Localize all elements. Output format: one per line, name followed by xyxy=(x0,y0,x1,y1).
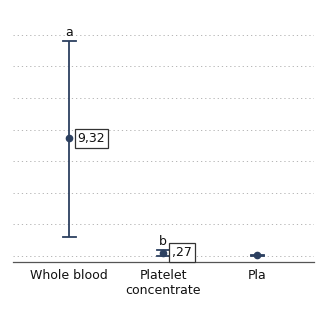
Text: 9,32: 9,32 xyxy=(78,132,105,145)
Text: a: a xyxy=(65,26,73,39)
Text: ,27: ,27 xyxy=(172,246,192,259)
Text: b: b xyxy=(159,235,167,248)
